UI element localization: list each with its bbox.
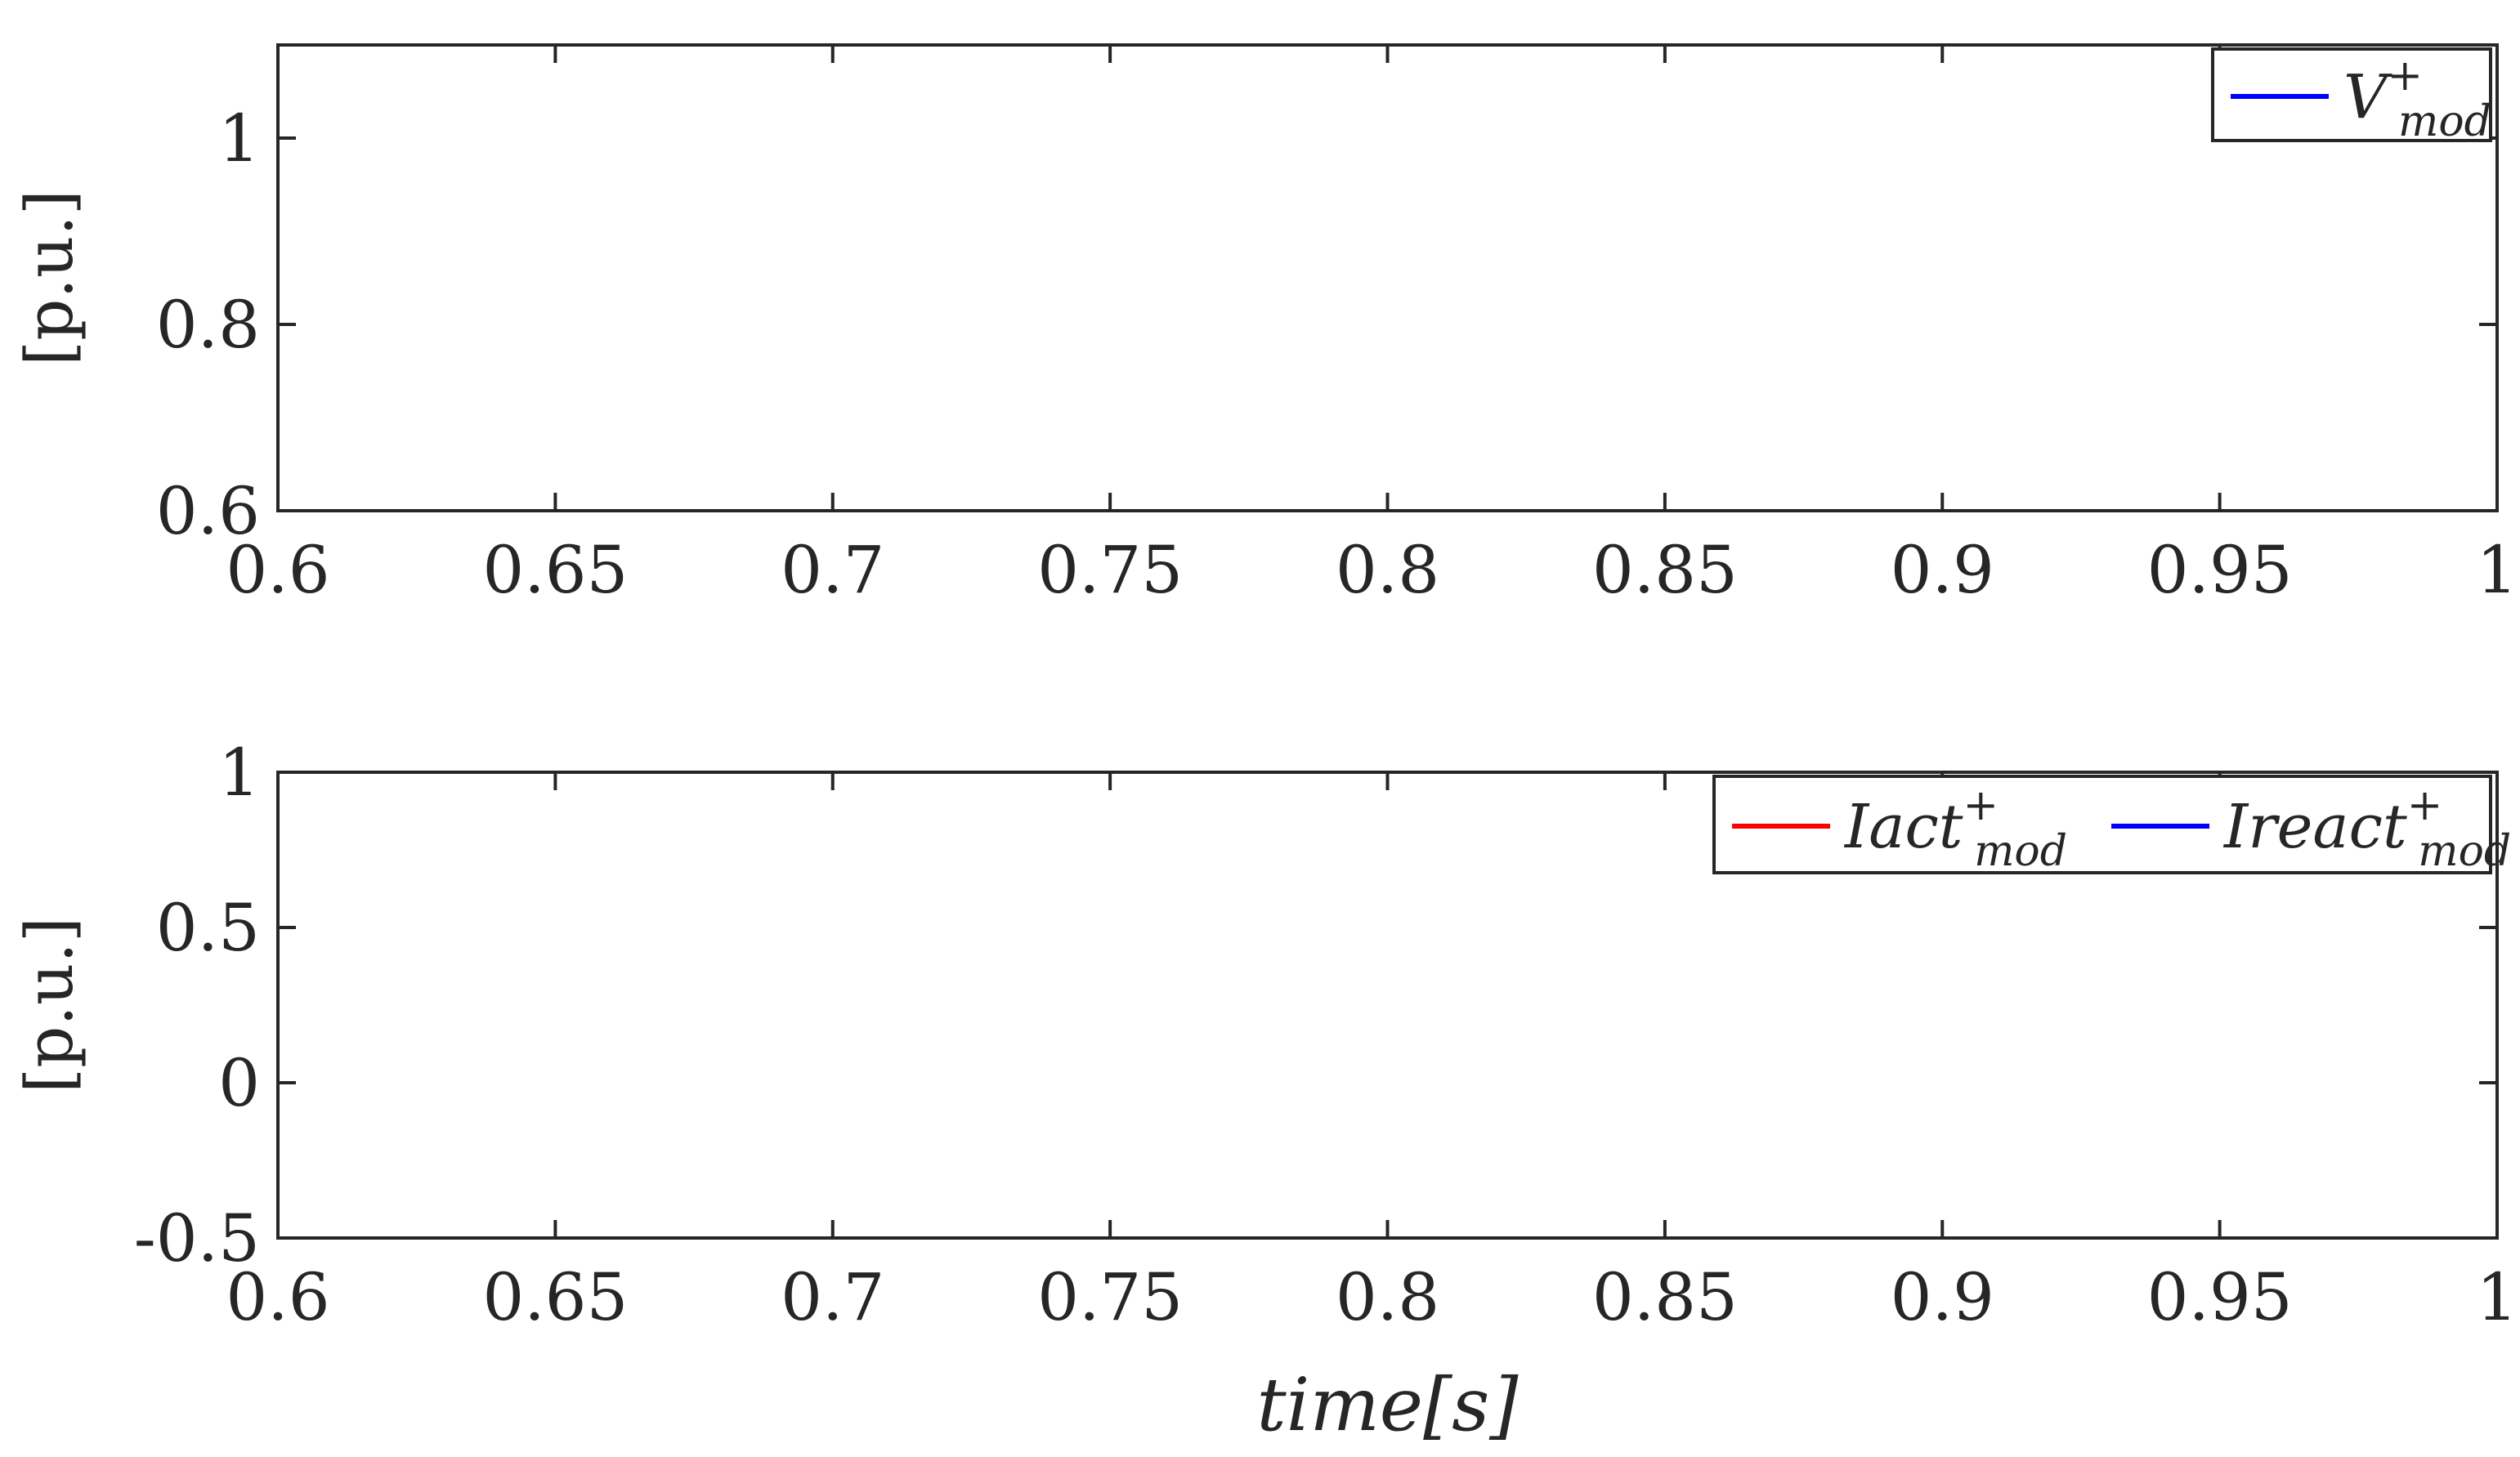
y-tick-label: 0.8 bbox=[156, 287, 260, 363]
y-tick-label: 0.5 bbox=[156, 890, 260, 966]
axes-box bbox=[276, 43, 2499, 512]
legend-label-ireact: Ireact+ mod bbox=[2222, 781, 2511, 876]
x-tick-label: 0.6 bbox=[226, 1259, 329, 1335]
x-tick-label: 0.9 bbox=[1891, 1259, 1994, 1335]
x-axis-label: time[s] bbox=[1257, 1362, 1520, 1448]
y-tick-label: -0.5 bbox=[134, 1200, 260, 1276]
x-tick-label: 0.75 bbox=[1037, 532, 1183, 608]
x-tick-label: 0.95 bbox=[2147, 1259, 2293, 1335]
y-axis-label: [p.u.] bbox=[11, 917, 87, 1093]
x-tick-label: 1 bbox=[2477, 532, 2518, 608]
x-tick-label: 0.65 bbox=[482, 1259, 628, 1335]
x-tick-label: 0.95 bbox=[2147, 532, 2293, 608]
x-tick-label: 0.8 bbox=[1336, 532, 1439, 608]
x-tick-label: 0.85 bbox=[1592, 1259, 1738, 1335]
y-tick-label: 1 bbox=[218, 101, 260, 177]
x-tick-label: 0.7 bbox=[781, 1259, 884, 1335]
legend-label-v: V+ mod bbox=[2343, 51, 2491, 146]
legend-box bbox=[1712, 775, 2492, 874]
x-tick-label: 1 bbox=[2477, 1259, 2518, 1335]
current-panel: 0.6 0.65 0.7 0.75 0.8 0.85 0.9 0.95 1 -0.5 0 0.5 1 [p… bbox=[11, 735, 2518, 1448]
legend: Iact+ mod Ireact+ mod bbox=[1712, 775, 2511, 876]
x-tick-label: 0.65 bbox=[482, 532, 628, 608]
legend-label-iact: Iact+ mod bbox=[1843, 781, 2067, 876]
x-tick-label: 0.8 bbox=[1336, 1259, 1439, 1335]
y-tick-label: 0 bbox=[218, 1045, 260, 1121]
voltage-panel: 0.6 0.65 0.7 0.75 0.8 0.85 0.9 0.95 1 0.6 0.8 1 [p.u… bbox=[11, 43, 2518, 608]
y-tick-label: 1 bbox=[218, 735, 260, 811]
legend: V+ mod bbox=[2211, 47, 2492, 146]
x-tick-label: 0.85 bbox=[1592, 532, 1738, 608]
x-tick-label: 0.9 bbox=[1891, 532, 1994, 608]
x-tick-label: 0.7 bbox=[781, 532, 884, 608]
x-tick-label: 0.75 bbox=[1037, 1259, 1183, 1335]
y-tick-label: 0.6 bbox=[156, 473, 260, 549]
x-tick-label: 0.6 bbox=[226, 532, 329, 608]
y-axis-label: [p.u.] bbox=[11, 190, 87, 366]
